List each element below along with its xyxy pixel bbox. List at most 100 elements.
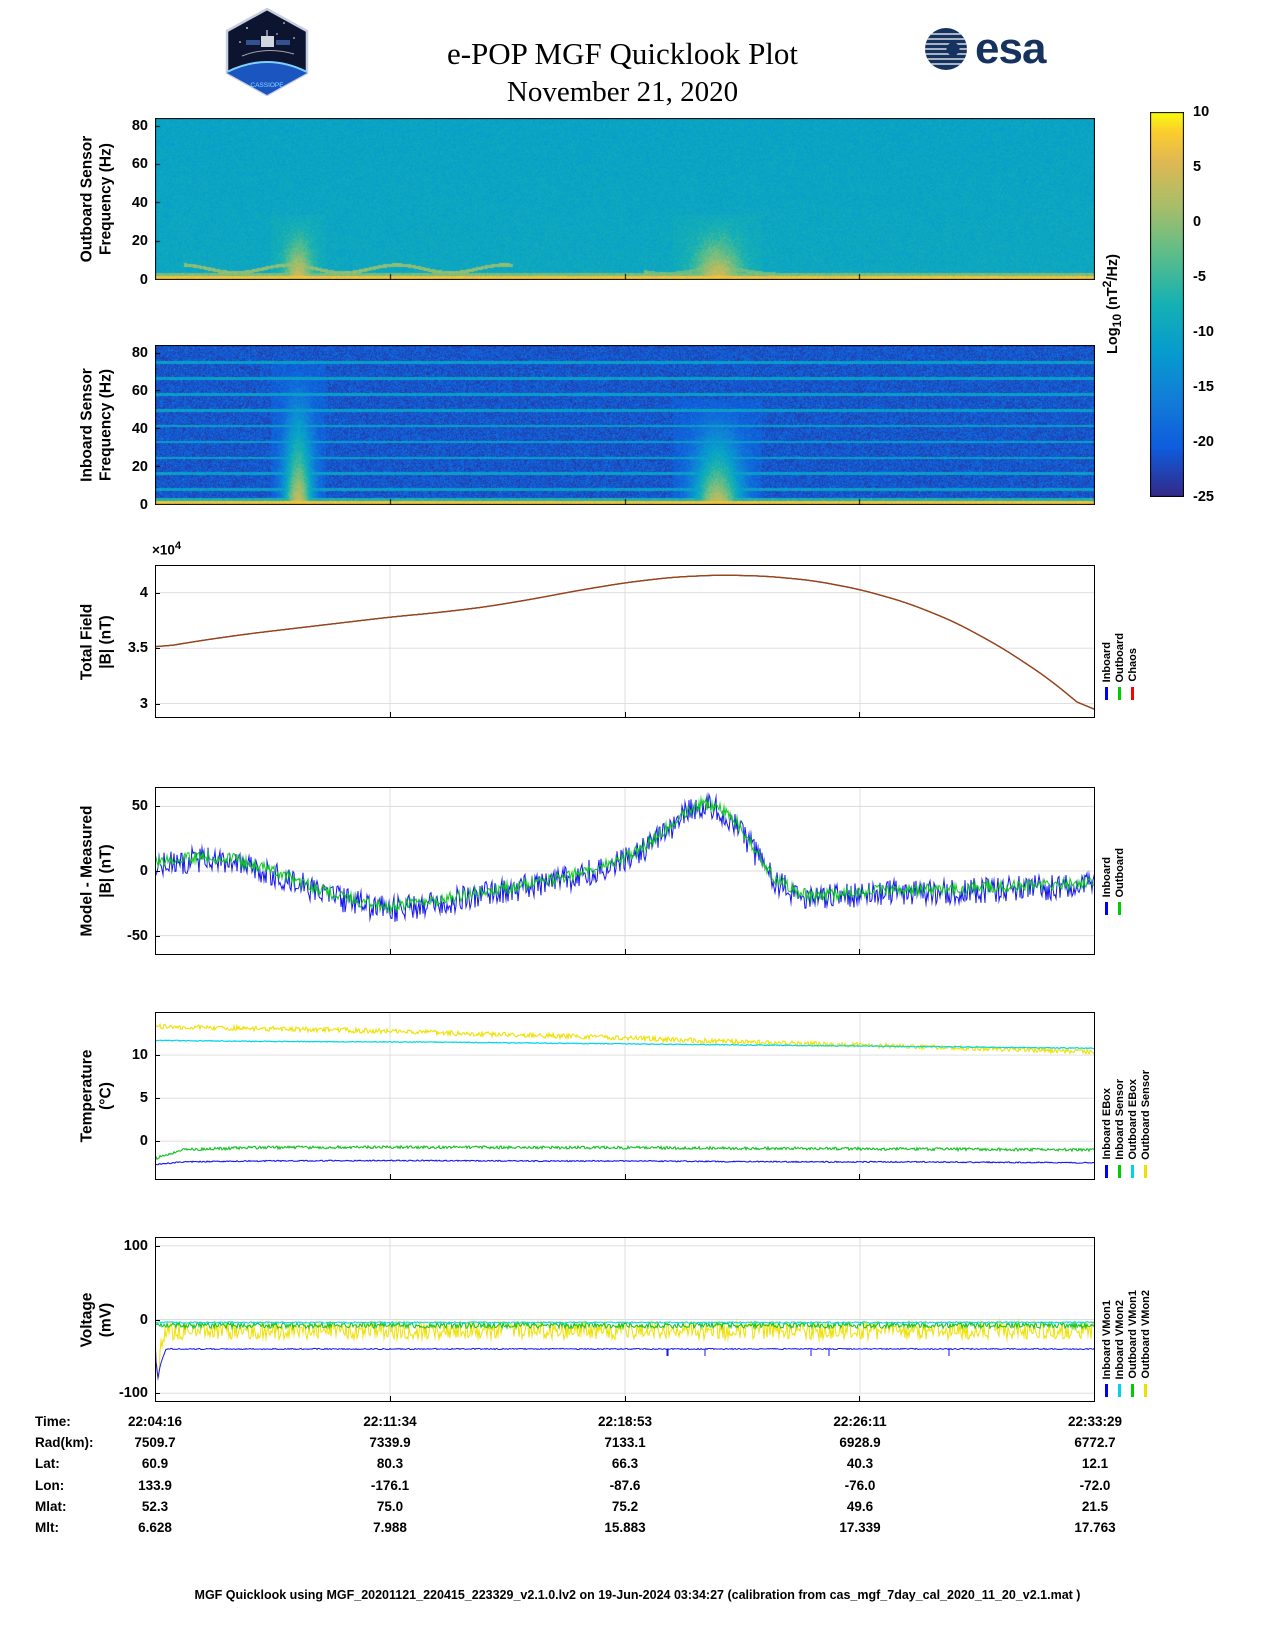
legend-marker <box>1118 1384 1121 1397</box>
voltage-panel <box>155 1237 1095 1402</box>
legend-marker <box>1131 687 1134 700</box>
legend-entry-inboard-vmon2: Inboard VMon2 <box>1113 1300 1126 1397</box>
ephemeris-value: 6772.7 <box>1074 1435 1116 1451</box>
exponent-power: 4 <box>174 540 182 552</box>
esa-logo: esa <box>923 24 1046 73</box>
colorbar-label-prefix: Log <box>1104 327 1121 354</box>
legend-entry-outboard: Outboard <box>1113 848 1126 915</box>
ephemeris-row-label-lon: Lon: <box>35 1477 65 1493</box>
legend-entry-outboard-sensor: Outboard Sensor <box>1139 1070 1152 1178</box>
ephemeris-value: 17.339 <box>839 1520 881 1535</box>
ephemeris-row-label-mlat: Mlat: <box>35 1498 67 1514</box>
colorbar-tick-label: -10 <box>1193 324 1214 340</box>
colorbar-tick-label: 0 <box>1193 214 1202 230</box>
total-field-exponent-label: ×104 <box>152 540 181 558</box>
legend-marker <box>1144 1165 1147 1178</box>
ephemeris-value: 75.0 <box>376 1498 404 1514</box>
colorbar-tick-label: -25 <box>1193 489 1214 505</box>
legend-label: Outboard EBox <box>1126 1079 1139 1160</box>
legend-marker <box>1118 687 1121 700</box>
mission-patch-text: CASSIOPE <box>250 82 284 89</box>
outboard-spectrogram-ytick-label: 0 <box>139 272 148 288</box>
outboard-spectrogram-ytick-label: 60 <box>131 156 148 173</box>
ephemeris-value: 7133.1 <box>604 1435 646 1451</box>
legend-label: Inboard EBox <box>1100 1088 1113 1160</box>
legend-marker <box>1131 1384 1134 1397</box>
voltage-ytick-label: 0 <box>139 1311 148 1328</box>
legend-marker <box>1105 1384 1108 1397</box>
legend-entry-outboard-vmon2: Outboard VMon2 <box>1139 1290 1152 1397</box>
ephemeris-value: -87.6 <box>609 1477 641 1493</box>
legend-entry-outboard: Outboard <box>1113 633 1126 700</box>
footer-caption: MGF Quicklook using MGF_20201121_220415_… <box>194 1588 1081 1602</box>
ephemeris-value: 133.9 <box>138 1477 172 1493</box>
inboard-spectrogram-ytick-label: 60 <box>131 382 148 399</box>
ephemeris-value: 52.3 <box>141 1498 169 1514</box>
inboard-spectrogram-ytick-label: 40 <box>131 420 148 437</box>
ephemeris-value: 49.6 <box>846 1498 874 1514</box>
total-field-panel <box>155 565 1095 718</box>
page-title: e-POP MGF Quicklook Plot <box>446 36 799 71</box>
ephemeris-value: 80.3 <box>376 1456 404 1472</box>
legend-marker <box>1118 1165 1121 1178</box>
ephemeris-value: -176.1 <box>370 1477 410 1493</box>
legend-entry-outboard-vmon1: Outboard VMon1 <box>1126 1290 1139 1397</box>
ephemeris-row-label-lat: Lat: <box>35 1456 60 1472</box>
colorbar-tick-label: -5 <box>1193 269 1206 285</box>
ephemeris-value: 22:26:11 <box>833 1414 887 1429</box>
temperature-ytick-label: 5 <box>139 1090 148 1107</box>
temperature-ytick-label: 0 <box>139 1133 148 1150</box>
colorbar-label-sub: 10 <box>1109 313 1124 328</box>
cassiope-patch-icon: CASSIOPE <box>225 7 309 97</box>
temperature-canvas <box>155 1012 1095 1180</box>
model-minus-measured-ytick-label: 0 <box>139 863 148 879</box>
colorbar-tick-label: 5 <box>1193 159 1202 175</box>
ephemeris-value: 7339.9 <box>369 1435 411 1451</box>
ephemeris-value: 75.2 <box>611 1498 639 1514</box>
legend-label: Chaos <box>1126 648 1139 682</box>
legend-label: Outboard Sensor <box>1139 1070 1152 1160</box>
ephemeris-value: -76.0 <box>844 1477 876 1493</box>
legend-entry-inboard-sensor: Inboard Sensor <box>1113 1079 1126 1178</box>
earth-limb <box>227 62 307 95</box>
page-date: November 21, 2020 <box>506 76 739 108</box>
esa-wordmark: esa <box>975 24 1046 73</box>
legend-marker <box>1144 1384 1147 1397</box>
colorbar-tick-label: 10 <box>1193 104 1210 120</box>
voltage-legend: Inboard VMon1 Inboard VMon2 Outboard VMon1… <box>1100 1237 1152 1402</box>
colorbar-tick-label: -20 <box>1193 434 1214 450</box>
total-field-ytick-label: 3.5 <box>127 640 148 657</box>
ephemeris-value: 22:33:29 <box>1067 1414 1123 1429</box>
model-minus-measured-ytick-label: -50 <box>127 927 148 944</box>
ephemeris-value: 21.5 <box>1081 1498 1109 1514</box>
exponent-times: ×10 <box>152 542 175 558</box>
ephemeris-value: 17.763 <box>1074 1520 1116 1535</box>
total-field-ytick-label: 4 <box>139 584 148 601</box>
inboard-spectrogram-panel <box>155 345 1095 505</box>
inboard-spectrogram-ytick-label: 0 <box>139 497 148 513</box>
colorbar-tick-label: -15 <box>1193 379 1214 395</box>
ephemeris-value: -72.0 <box>1079 1477 1111 1493</box>
ephemeris-value: 22:11:34 <box>363 1414 417 1429</box>
legend-label: Outboard VMon1 <box>1126 1290 1139 1379</box>
legend-label: Outboard VMon2 <box>1139 1290 1152 1379</box>
ephemeris-value: 22:04:16 <box>127 1414 183 1429</box>
ephemeris-value: 15.883 <box>604 1520 646 1535</box>
ephemeris-value: 60.9 <box>141 1456 169 1472</box>
model-minus-measured-panel <box>155 787 1095 955</box>
legend-entry-inboard-vmon1: Inboard VMon1 <box>1100 1300 1113 1397</box>
ephemeris-row-label-radkm: Rad(km): <box>35 1435 94 1451</box>
total-field-legend: Inboard Outboard Chaos <box>1100 565 1139 718</box>
outboard-spectrogram-canvas <box>155 118 1095 280</box>
legend-label: Inboard VMon1 <box>1100 1299 1113 1379</box>
voltage-canvas <box>155 1237 1095 1402</box>
total-field-canvas <box>155 565 1095 718</box>
legend-entry-inboard: Inboard <box>1100 857 1113 915</box>
ephemeris-value: 66.3 <box>611 1456 639 1472</box>
outboard-spectrogram-panel <box>155 118 1095 280</box>
satellite-body <box>261 36 274 47</box>
inboard-spectrogram-ytick-label: 80 <box>131 344 148 361</box>
legend-label: Inboard VMon2 <box>1113 1299 1126 1379</box>
legend-label: Inboard Sensor <box>1113 1079 1126 1160</box>
